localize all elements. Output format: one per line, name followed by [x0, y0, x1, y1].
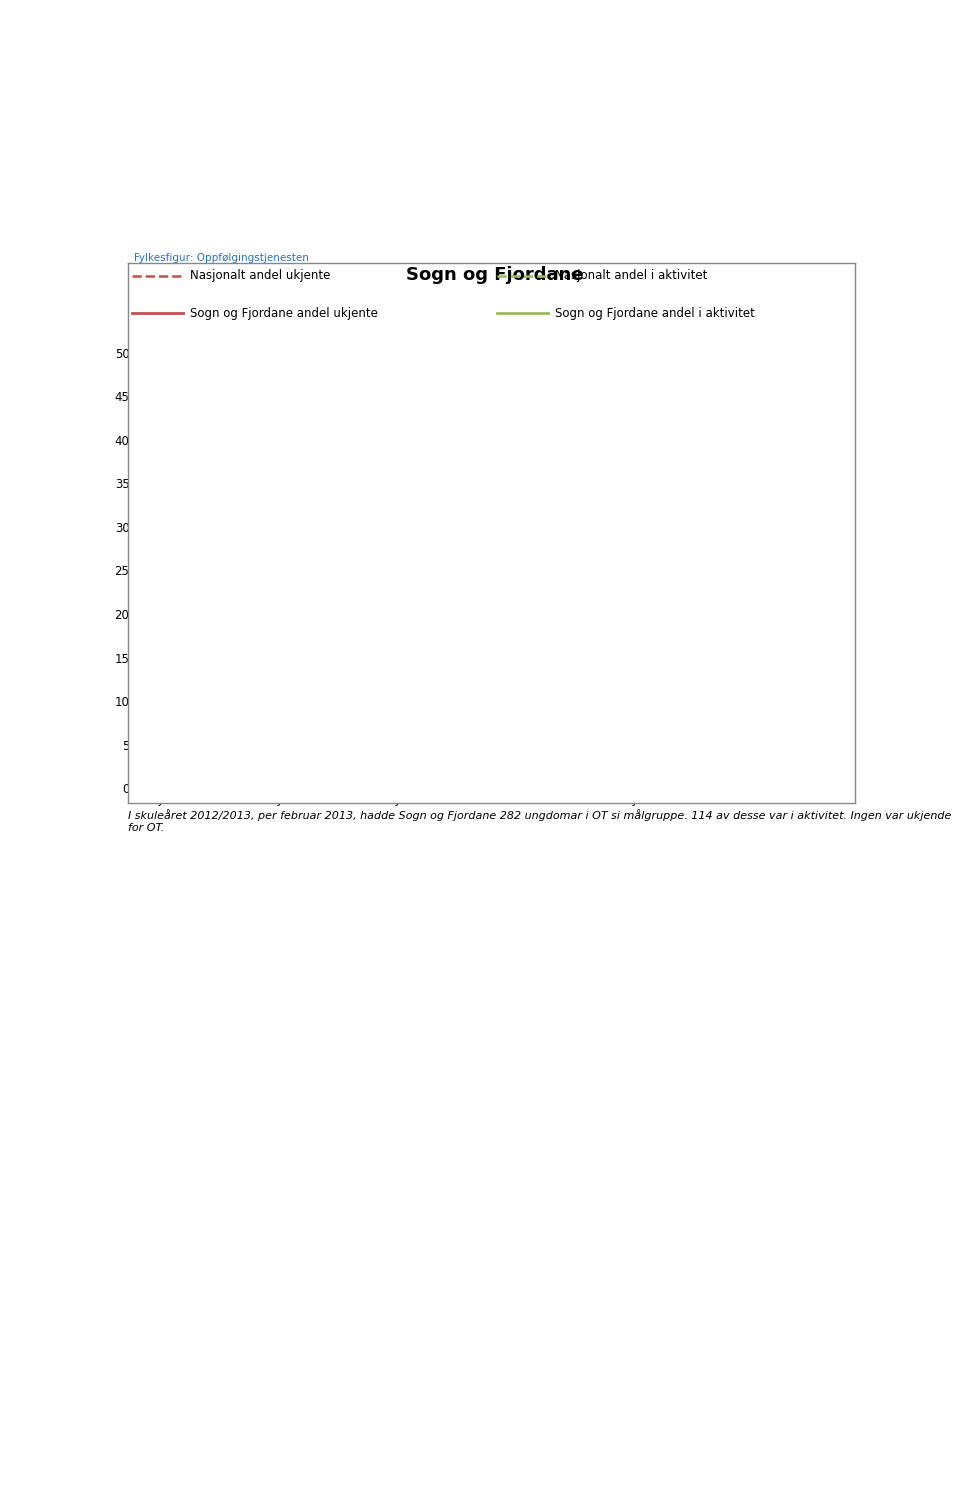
Text: Fylkesfigur: Oppfølgingstjenesten: Fylkesfigur: Oppfølgingstjenesten [134, 252, 309, 263]
Text: Sogn og Fjordane andel i aktivitet: Sogn og Fjordane andel i aktivitet [555, 307, 756, 320]
Text: Sogn og Fjordane andel ukjente: Sogn og Fjordane andel ukjente [190, 307, 378, 320]
Text: 0: 0 [788, 775, 796, 788]
Text: 40: 40 [788, 433, 803, 447]
Text: Nasjonalt andel ukjente: Nasjonalt andel ukjente [190, 269, 331, 282]
Text: I skuleåret 2012/2013, per februar 2013, hadde Sogn og Fjordane 282 ungdomar i O: I skuleåret 2012/2013, per februar 2013,… [128, 809, 951, 834]
Text: Nasjonalt andel i aktivitet: Nasjonalt andel i aktivitet [555, 269, 708, 282]
Text: Sogn og Fjordane: Sogn og Fjordane [406, 266, 583, 284]
Text: 13: 13 [788, 669, 803, 681]
